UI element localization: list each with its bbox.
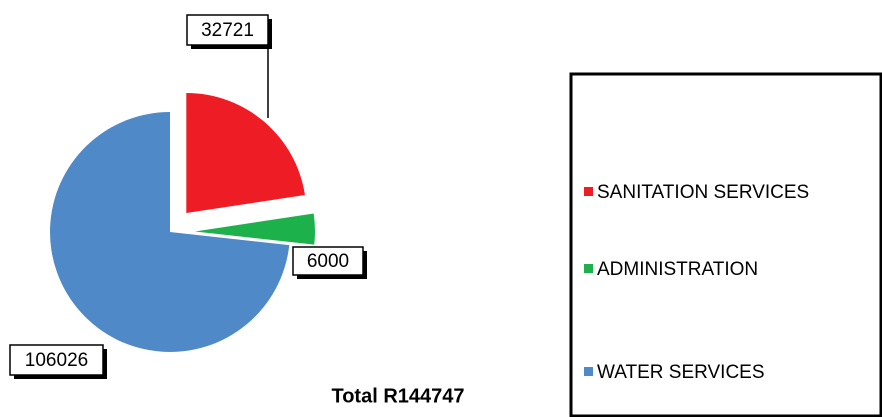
legend-label: SANITATION SERVICES bbox=[597, 182, 809, 203]
pie-slice bbox=[186, 93, 305, 214]
legend-swatch bbox=[584, 187, 593, 196]
label-box bbox=[9, 344, 104, 376]
legend-swatch bbox=[584, 367, 593, 376]
label-box bbox=[292, 246, 364, 276]
total-annotation: Total R144747 bbox=[331, 385, 464, 407]
data-label: 6000 bbox=[307, 251, 349, 272]
legend-label: ADMINISTRATION bbox=[597, 259, 758, 280]
legend-label: WATER SERVICES bbox=[597, 362, 765, 383]
legend-swatch bbox=[584, 264, 593, 273]
pie-slice bbox=[194, 213, 315, 245]
data-label: 106026 bbox=[25, 350, 88, 371]
legend-box bbox=[569, 72, 882, 417]
label-box bbox=[186, 14, 269, 46]
pie-slice bbox=[50, 112, 290, 353]
data-label: 32721 bbox=[201, 20, 254, 41]
